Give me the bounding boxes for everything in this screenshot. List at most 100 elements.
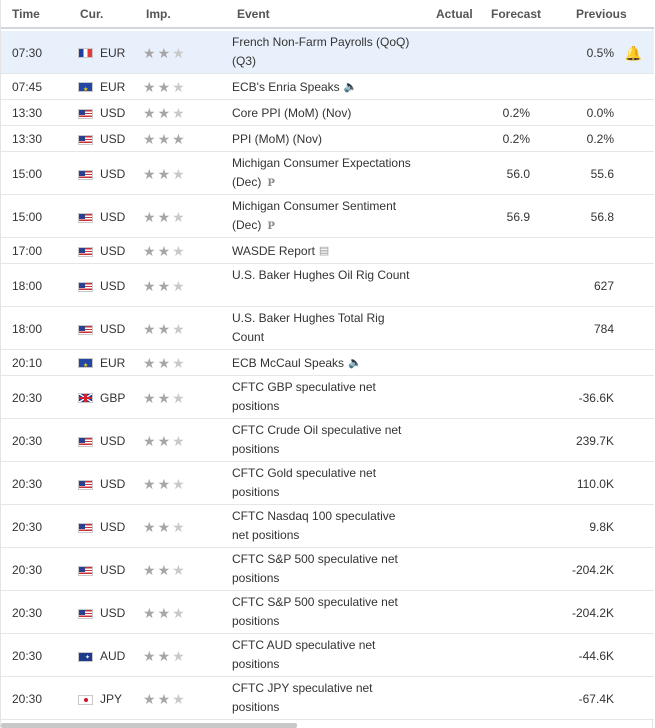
row-currency: USD bbox=[100, 132, 126, 146]
star-icon: ★ bbox=[143, 44, 158, 61]
table-row[interactable]: 20:10EUR★★★ECB McCaul Speaks🔈 bbox=[1, 350, 654, 376]
event-name[interactable]: CFTC Nasdaq 100 speculative net position… bbox=[232, 509, 396, 542]
row-event[interactable]: CFTC JPY speculative net positions bbox=[232, 679, 412, 717]
row-time: 20:30 bbox=[12, 433, 43, 448]
event-name[interactable]: U.S. Baker Hughes Total Rig Count bbox=[232, 311, 385, 344]
flag-icon bbox=[78, 247, 93, 257]
star-icon: ★ bbox=[172, 131, 187, 147]
event-name[interactable]: ECB's Enria Speaks bbox=[232, 80, 340, 94]
row-event[interactable]: French Non-Farm Payrolls (QoQ) (Q3) bbox=[232, 33, 412, 71]
flag-icon bbox=[78, 392, 93, 403]
table-row[interactable]: 20:30 USD ★★★ CFTC Nasdaq 100 speculative n… bbox=[1, 505, 654, 548]
table-row[interactable]: 20:30AUD★★★CFTC AUD speculative net posi… bbox=[1, 634, 654, 677]
table-row[interactable]: 20:30 GBP ★★★ CFTC GBP speculative net posi… bbox=[1, 376, 654, 419]
event-name[interactable]: CFTC AUD speculative net positions bbox=[232, 638, 376, 671]
importance-stars: ★★★ bbox=[143, 131, 187, 148]
table-row[interactable]: 20:30 USD ★★★ CFTC S&P 500 speculative net … bbox=[1, 591, 654, 634]
table-row[interactable]: 20:30 USD ★★★ CFTC Crude Oil speculative ne… bbox=[1, 419, 654, 462]
row-currency: GBP bbox=[100, 390, 126, 405]
row-event[interactable]: Core PPI (MoM) (Nov) bbox=[232, 104, 412, 123]
table-row[interactable]: 20:30 USD ★★★ CFTC S&P 500 speculative net … bbox=[1, 548, 654, 591]
row-time: 20:30 bbox=[12, 605, 43, 620]
row-event[interactable]: CFTC AUD speculative net positions bbox=[232, 636, 412, 674]
event-name[interactable]: CFTC Gold speculative net positions bbox=[232, 466, 377, 499]
row-event[interactable]: CFTC Nasdaq 100 speculative net position… bbox=[232, 507, 412, 545]
star-icon: ★ bbox=[172, 475, 187, 492]
header-previous[interactable]: Previous bbox=[576, 7, 627, 21]
star-icon: ★ bbox=[172, 79, 187, 95]
event-name[interactable]: PPI (MoM) (Nov) bbox=[232, 132, 322, 146]
row-event[interactable]: CFTC Gold speculative net positions bbox=[232, 464, 412, 502]
table-row[interactable]: 13:30 USD ★★★ PPI (MoM) (Nov) 0.2% 0.2% bbox=[1, 126, 654, 152]
table-row[interactable]: 18:00 USD ★★★ U.S. Baker Hughes Oil Rig Cou… bbox=[1, 264, 654, 307]
row-event[interactable]: ECB McCaul Speaks 🔈 bbox=[232, 354, 412, 373]
row-previous: -204.2K bbox=[571, 605, 614, 620]
row-forecast: 0.2% bbox=[502, 132, 530, 146]
horizontal-scrollbar[interactable] bbox=[1, 723, 297, 728]
table-row[interactable]: 07:30 EUR ★★★ French Non-Farm Payrolls (QoQ… bbox=[1, 31, 654, 74]
header-importance[interactable]: Imp. bbox=[146, 7, 171, 21]
row-forecast: 56.9 bbox=[506, 209, 530, 224]
star-icon: ★ bbox=[157, 105, 173, 121]
star-icon: ★ bbox=[143, 389, 158, 406]
event-name[interactable]: Core PPI (MoM) (Nov) bbox=[232, 106, 352, 120]
row-previous: 56.8 bbox=[590, 209, 614, 224]
event-name[interactable]: WASDE Report bbox=[232, 244, 315, 258]
row-previous: 784 bbox=[593, 321, 614, 336]
flag-icon bbox=[78, 479, 93, 490]
flag-icon bbox=[78, 694, 93, 705]
row-event[interactable]: CFTC S&P 500 speculative net positions bbox=[232, 593, 412, 631]
table-row[interactable]: 18:00 USD ★★★ U.S. Baker Hughes Total Rig C… bbox=[1, 307, 654, 350]
row-previous: 0.2% bbox=[586, 132, 614, 146]
row-previous: 0.0% bbox=[586, 106, 614, 120]
table-row[interactable]: 20:30 JPY ★★★ CFTC JPY speculative net posi… bbox=[1, 677, 654, 720]
row-currency: USD bbox=[100, 433, 126, 448]
alert-bell-icon[interactable]: 🔔 bbox=[624, 44, 642, 61]
row-currency: EUR bbox=[100, 356, 126, 370]
table-row[interactable]: 15:00 USD ★★★ Michigan Consumer Expectation… bbox=[1, 152, 654, 195]
row-currency: USD bbox=[100, 476, 126, 491]
row-previous: -204.2K bbox=[571, 562, 614, 577]
event-name[interactable]: CFTC Crude Oil speculative net positions bbox=[232, 423, 402, 456]
event-name[interactable]: CFTC JPY speculative net positions bbox=[232, 681, 373, 714]
star-icon: ★ bbox=[157, 320, 173, 337]
importance-stars: ★★★ bbox=[143, 355, 187, 372]
row-event[interactable]: PPI (MoM) (Nov) bbox=[232, 130, 412, 149]
row-event[interactable]: CFTC S&P 500 speculative net positions bbox=[232, 550, 412, 588]
header-forecast[interactable]: Forecast bbox=[491, 7, 542, 21]
row-event[interactable]: CFTC GBP speculative net positions bbox=[232, 378, 412, 416]
header-time[interactable]: Time bbox=[12, 7, 40, 21]
star-icon: ★ bbox=[157, 389, 173, 406]
row-previous: 9.8K bbox=[589, 519, 614, 534]
table-row[interactable]: 07:45EUR★★★ECB's Enria Speaks🔈 bbox=[1, 74, 654, 100]
event-name[interactable]: Michigan Consumer Expectations (Dec) bbox=[232, 156, 411, 189]
row-event[interactable]: Michigan Consumer Sentiment (Dec) P bbox=[232, 197, 412, 236]
row-event[interactable]: U.S. Baker Hughes Total Rig Count bbox=[232, 309, 412, 347]
event-name[interactable]: CFTC S&P 500 speculative net positions bbox=[232, 595, 398, 628]
star-icon: ★ bbox=[143, 355, 158, 371]
star-icon: ★ bbox=[143, 277, 158, 294]
row-time: 07:30 bbox=[12, 45, 43, 60]
table-row[interactable]: 20:30 USD ★★★ CFTC Gold speculative net pos… bbox=[1, 462, 654, 505]
event-name[interactable]: ECB McCaul Speaks bbox=[232, 356, 345, 370]
event-name[interactable]: CFTC GBP speculative net positions bbox=[232, 380, 376, 413]
table-row[interactable]: 15:00 USD ★★★ Michigan Consumer Sentiment (… bbox=[1, 195, 654, 238]
table-row[interactable]: 17:00 USD ★★★ WASDE Report ▤ bbox=[1, 238, 654, 264]
row-event[interactable]: CFTC Crude Oil speculative net positions bbox=[232, 421, 412, 459]
table-row[interactable]: 13:30 USD ★★★ Core PPI (MoM) (Nov) 0.2% 0.0% bbox=[1, 100, 654, 126]
header-event[interactable]: Event bbox=[237, 7, 270, 21]
header-actual[interactable]: Actual bbox=[436, 7, 473, 21]
row-event[interactable]: WASDE Report ▤ bbox=[232, 242, 412, 261]
row-event[interactable]: Michigan Consumer Expectations (Dec) P bbox=[232, 154, 412, 193]
row-event[interactable]: U.S. Baker Hughes Oil Rig Count bbox=[232, 266, 412, 285]
flag-icon bbox=[78, 522, 93, 533]
event-name[interactable]: U.S. Baker Hughes Oil Rig Count bbox=[232, 268, 410, 282]
event-name[interactable]: Michigan Consumer Sentiment (Dec) bbox=[232, 199, 397, 232]
row-event[interactable]: ECB's Enria Speaks 🔈 bbox=[232, 78, 412, 97]
event-name[interactable]: French Non-Farm Payrolls (QoQ) (Q3) bbox=[232, 35, 410, 68]
event-name[interactable]: CFTC S&P 500 speculative net positions bbox=[232, 552, 398, 585]
importance-stars: ★★★ bbox=[143, 166, 187, 183]
header-currency[interactable]: Cur. bbox=[80, 7, 104, 21]
star-icon: ★ bbox=[143, 647, 158, 664]
